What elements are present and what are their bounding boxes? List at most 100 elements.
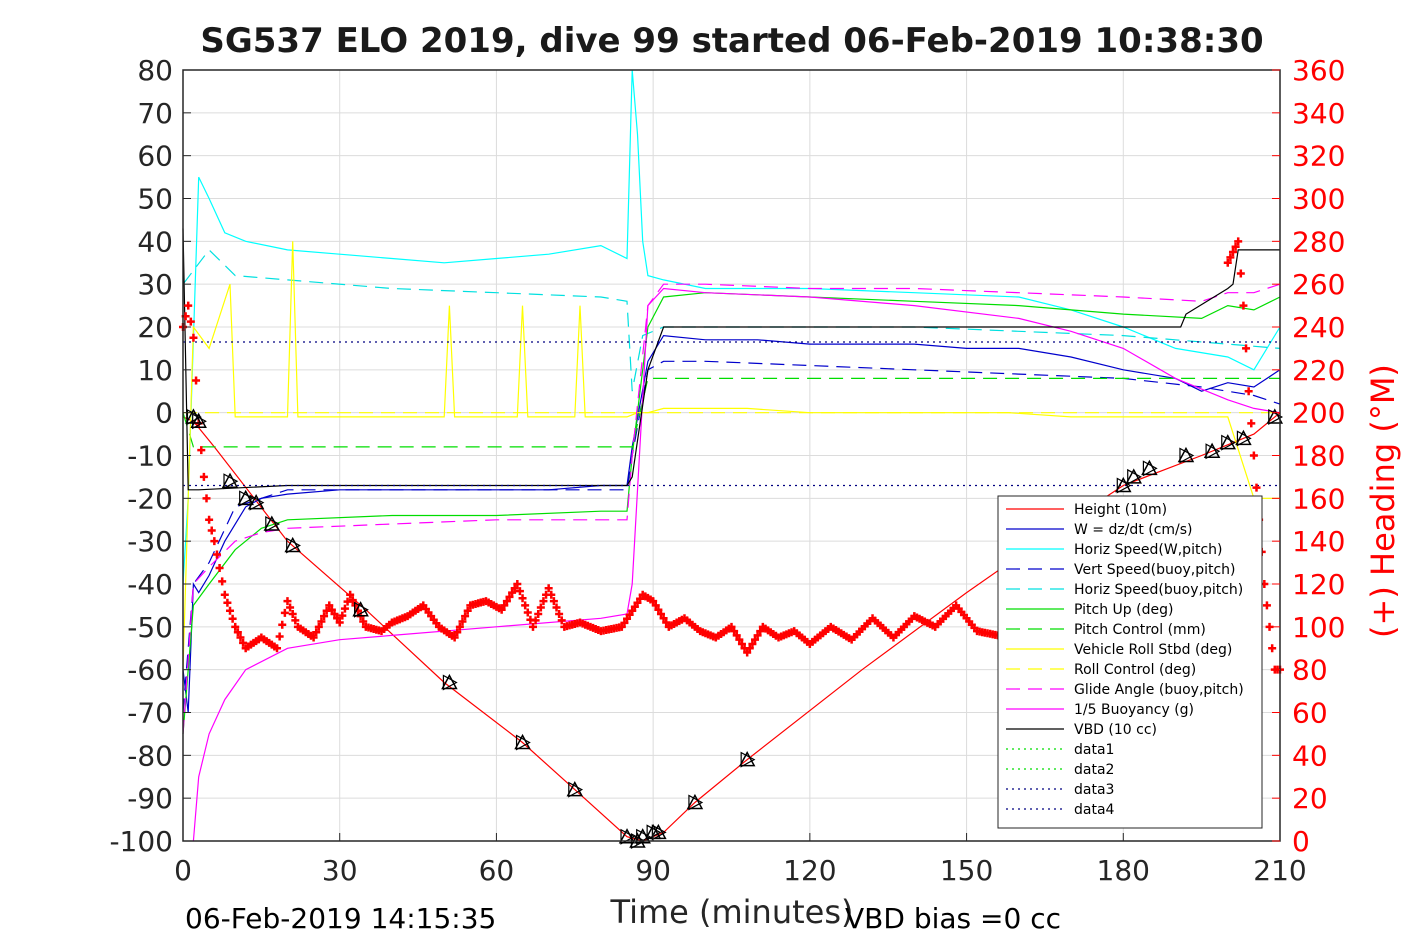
dive-marker: [1221, 434, 1237, 451]
y-tick-label: 10: [137, 354, 173, 387]
heading-point: [1247, 419, 1256, 428]
legend-entry: Height (10m): [1074, 502, 1167, 518]
heading-point: [450, 633, 459, 642]
heading-point: [539, 597, 548, 606]
y2-tick-label: 360: [1292, 54, 1345, 87]
dive-marker: [1125, 468, 1142, 484]
x-tick-label: 30: [322, 854, 358, 887]
legend-entry: data2: [1074, 762, 1114, 778]
heading-point: [1249, 451, 1258, 460]
heading-point: [236, 633, 245, 642]
heading-point: [458, 617, 467, 626]
heading-point: [659, 614, 668, 623]
heading-point: [1244, 387, 1253, 396]
heading-point: [727, 622, 736, 631]
dive-marker: [1236, 430, 1252, 447]
y2-tick-label: 180: [1292, 440, 1345, 473]
legend: Height (10m) W = dz/dt (cm/s) Horiz Speed(…: [997, 495, 1263, 829]
y-tick-label: -90: [127, 782, 173, 815]
heading-point: [735, 635, 744, 644]
dive-marker: [1219, 434, 1237, 450]
heading-point: [656, 609, 665, 618]
heading-point: [500, 601, 509, 610]
dive-marker: [1205, 443, 1221, 460]
dive-marker: [1203, 442, 1221, 458]
y-tick-label: 80: [137, 54, 173, 87]
heading-point: [231, 622, 240, 631]
heading-point: [197, 446, 206, 455]
heading-point: [1268, 644, 1277, 653]
y-tick-label: 30: [137, 268, 173, 301]
dive-marker: [1266, 408, 1284, 424]
heading-point: [497, 605, 506, 614]
x-tick-label: 120: [783, 854, 836, 887]
heading-point: [330, 609, 339, 618]
heading-point: [745, 644, 754, 653]
legend-entry: Vert Speed(buoy,pitch): [1074, 562, 1236, 578]
series-line-2: [182, 334, 1281, 713]
dive-marker: [1179, 447, 1195, 464]
dive-marker: [442, 674, 458, 691]
dive-marker: [738, 751, 756, 767]
heading-point: [463, 606, 472, 615]
heading-point: [220, 590, 229, 599]
heading-point: [280, 608, 289, 617]
heading-point: [223, 598, 232, 607]
heading-point: [625, 610, 634, 619]
x-tick-label: 90: [635, 854, 671, 887]
heading-point: [549, 597, 558, 606]
dive-marker: [1141, 459, 1158, 476]
dive-marker: [286, 537, 301, 554]
y-tick-label: 40: [137, 225, 173, 258]
dive-marker: [646, 824, 662, 841]
y2-tick-label: 340: [1292, 97, 1345, 130]
heading-point: [346, 590, 355, 599]
heading-point: [751, 635, 760, 644]
heading-point: [552, 603, 561, 612]
heading-point: [630, 602, 639, 611]
heading-point: [743, 648, 752, 657]
heading-point: [651, 601, 660, 610]
heading-point: [1234, 237, 1243, 246]
heading-point: [273, 644, 282, 653]
y2-tick-label: 80: [1292, 654, 1328, 687]
heading-point: [359, 617, 368, 626]
series-line-12: [182, 228, 1280, 491]
dive-marker: [620, 828, 636, 845]
legend-entry: Roll Control (deg): [1074, 662, 1196, 678]
dive-marker: [192, 413, 207, 430]
x-tick-label: 150: [940, 854, 993, 887]
heading-point: [547, 590, 556, 599]
heading-point: [286, 603, 295, 612]
plot-area: [179, 69, 1284, 850]
y-tick-label: -80: [127, 739, 173, 772]
heading-point: [455, 622, 464, 631]
heading-point: [461, 612, 470, 621]
legend-entry: Horiz Speed(buoy,pitch): [1074, 582, 1243, 598]
heading-point: [1228, 248, 1237, 257]
y-tick-label: -100: [109, 825, 173, 858]
heading-point: [505, 592, 514, 601]
dive-marker: [263, 515, 281, 531]
heading-point: [338, 611, 347, 620]
heading-point: [239, 638, 248, 647]
legend-box: [997, 495, 1263, 829]
y-tick-label: 50: [137, 183, 173, 216]
heading-point: [555, 609, 564, 618]
legend-entry: data1: [1074, 742, 1114, 758]
dive-marker: [1116, 477, 1132, 494]
heading-point: [309, 633, 318, 642]
y2-tick-label: 20: [1292, 782, 1328, 815]
y-tick-label: 70: [137, 97, 173, 130]
y2-tick-label: 0: [1292, 825, 1310, 858]
heading-point: [317, 617, 326, 626]
heading-point: [628, 606, 637, 615]
heading-point: [633, 598, 642, 607]
heading-point: [199, 472, 208, 481]
dive-marker: [566, 781, 584, 797]
heading-point: [343, 597, 352, 606]
legend-entry: Glide Angle (buoy,pitch): [1074, 682, 1244, 698]
heading-point: [314, 622, 323, 631]
dive-marker: [221, 472, 239, 488]
heading-point: [513, 580, 522, 588]
